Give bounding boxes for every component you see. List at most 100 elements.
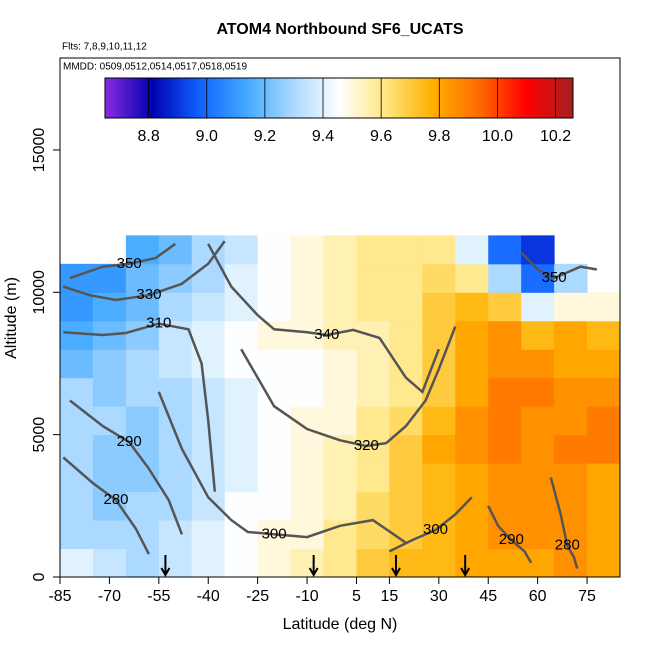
heat-cell	[290, 235, 325, 265]
heat-cell	[290, 349, 325, 379]
heat-cell	[587, 320, 621, 350]
heat-cell	[389, 320, 423, 350]
heat-cell	[455, 406, 489, 436]
heat-cell	[92, 349, 127, 379]
heat-cell	[389, 463, 423, 493]
heat-cell	[158, 235, 193, 265]
heat-cell	[290, 377, 325, 407]
heatmap	[60, 235, 621, 578]
heat-cell	[356, 263, 390, 293]
heat-cell	[224, 434, 259, 464]
x-axis-label: Latitude (deg N)	[283, 616, 398, 633]
heat-cell	[191, 292, 226, 322]
heat-cell	[191, 377, 226, 407]
heat-cell	[554, 349, 588, 379]
x-tick-label: 15	[381, 588, 399, 605]
heat-cell	[389, 263, 423, 293]
heat-cell	[125, 349, 160, 379]
heat-cell	[488, 377, 522, 407]
heat-cell	[488, 349, 522, 379]
heat-cell	[158, 463, 193, 493]
heat-cell	[554, 377, 588, 407]
heat-cell	[290, 491, 325, 521]
heat-cell	[488, 548, 522, 578]
heat-cell	[224, 235, 259, 265]
heat-cell	[257, 463, 292, 493]
heat-cell	[191, 263, 226, 293]
heat-cell	[323, 292, 357, 322]
heat-cell	[521, 235, 555, 265]
y-tick-label: 5000	[31, 417, 48, 453]
x-tick-label: 5	[352, 588, 361, 605]
x-tick-label: 75	[578, 588, 596, 605]
flight-arrow	[308, 555, 319, 578]
heat-cell	[158, 377, 193, 407]
chart-title: ATOM4 Northbound SF6_UCATS	[216, 21, 463, 38]
heat-cell	[554, 263, 588, 293]
heat-cell	[521, 292, 555, 322]
x-tick-label: -40	[197, 588, 220, 605]
heat-cell	[422, 292, 456, 322]
x-tick-label: -10	[295, 588, 318, 605]
heat-cell	[422, 320, 456, 350]
heat-cell	[290, 320, 325, 350]
x-tick-label: 30	[430, 588, 448, 605]
x-tick-label: -55	[147, 588, 170, 605]
heat-cell	[455, 520, 489, 550]
heat-cell	[191, 235, 226, 265]
heat-cell	[521, 377, 555, 407]
contour-line	[63, 322, 217, 492]
flight-arrow	[460, 555, 471, 578]
heat-cell	[323, 349, 357, 379]
colorbar-tick-label: 9.8	[428, 128, 450, 145]
heat-cell	[356, 292, 390, 322]
heat-cell	[257, 263, 292, 293]
heat-cell	[158, 263, 193, 293]
contour-line	[549, 477, 579, 569]
heat-cell	[554, 292, 588, 322]
heat-cell	[257, 349, 292, 379]
colorbar	[104, 77, 574, 119]
colorbar-tick-label: 8.8	[137, 128, 159, 145]
heat-cell	[455, 349, 489, 379]
heat-cell	[587, 406, 621, 436]
heat-cell	[323, 406, 357, 436]
heat-cell	[125, 263, 160, 293]
colorbar-tick-label: 9.2	[254, 128, 276, 145]
heat-cell	[290, 292, 325, 322]
heat-cell	[389, 377, 423, 407]
heat-cell	[60, 349, 94, 379]
heat-cell	[257, 377, 292, 407]
heat-cell	[455, 235, 489, 265]
heat-cell	[323, 377, 357, 407]
heat-cell	[257, 292, 292, 322]
subtitle: Flts: 7,8,9,10,11,12	[62, 42, 147, 53]
heat-cell	[224, 406, 259, 436]
contour-label: 340	[314, 326, 339, 343]
y-axis-label: Altitude (m)	[3, 277, 20, 359]
heat-cell	[554, 520, 588, 550]
heat-cell	[356, 235, 390, 265]
contour-line	[240, 326, 457, 448]
x-tick-label: -25	[246, 588, 269, 605]
heat-cell	[224, 349, 259, 379]
heat-cell	[323, 463, 357, 493]
heat-cell	[422, 491, 456, 521]
heat-cell	[521, 520, 555, 550]
heat-cell	[290, 520, 325, 550]
contour-label: 350	[542, 269, 567, 286]
contour-line	[62, 240, 226, 302]
heat-cell	[224, 320, 259, 350]
heat-cell	[356, 491, 390, 521]
contour-line	[388, 496, 473, 553]
heat-cell	[455, 320, 489, 350]
heat-cell	[587, 292, 621, 322]
heat-cell	[587, 548, 621, 578]
x-tick-label: 60	[529, 588, 547, 605]
heat-cell	[224, 548, 259, 578]
heat-cell	[257, 491, 292, 521]
contour-line	[157, 391, 407, 544]
heat-cell	[224, 491, 259, 521]
colorbar-tick-label: 10.2	[540, 128, 571, 145]
